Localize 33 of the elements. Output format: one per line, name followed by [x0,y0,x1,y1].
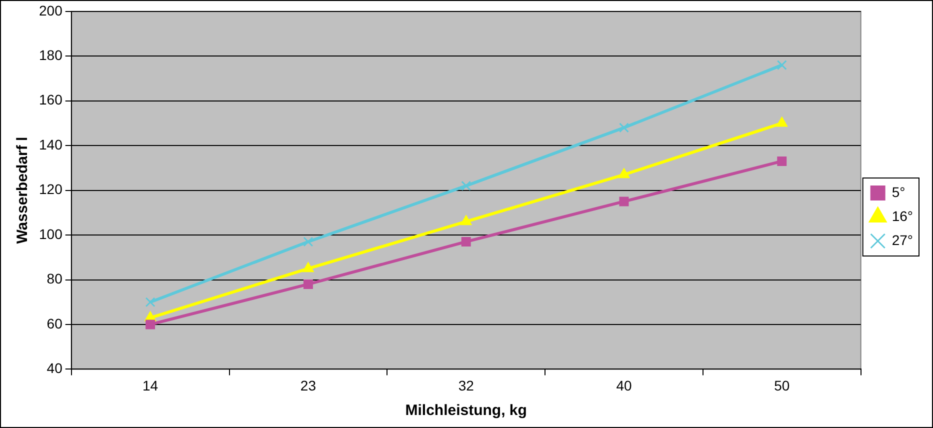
point [302,262,314,272]
point [618,122,629,133]
x-tick-label: 23 [300,377,316,394]
point [777,156,787,166]
x-tick-label: 40 [616,377,632,394]
point [146,320,156,330]
point [303,236,314,247]
y-tick-label: 40 [46,360,63,376]
x-tick-label: 32 [458,377,474,394]
y-tick-label: 180 [39,46,63,63]
point [619,196,629,206]
x-tick-label: 50 [774,377,790,394]
y-tick-label: 60 [46,315,63,332]
x-axis-title: Milchleistung, kg [405,402,527,420]
y-tick-label: 80 [46,270,63,287]
x-tick-label: 14 [142,377,158,394]
y-tick-label: 160 [39,92,63,108]
point [303,279,313,289]
point [776,116,788,127]
point [461,236,471,246]
y-tick-label: 120 [39,181,63,198]
legend-label: 27° [892,232,913,248]
y-tick-label: 100 [39,226,63,242]
point [145,297,156,308]
point [460,215,472,226]
point [618,168,630,178]
point [776,60,787,70]
legend-label: 16° [892,208,913,224]
y-tick-label: 140 [39,136,63,152]
point [461,180,472,191]
y-tick-label: 200 [39,2,63,18]
legend-label: 5° [892,184,906,200]
y-axis-title: Wasserbedarf l [14,136,32,244]
